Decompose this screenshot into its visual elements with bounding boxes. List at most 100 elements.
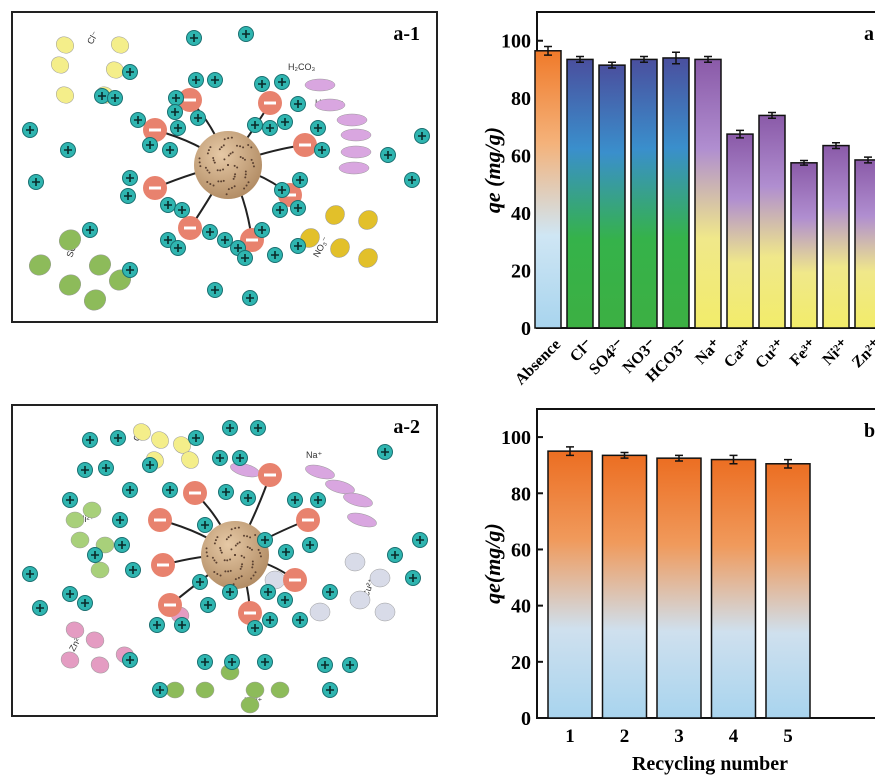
pore	[224, 559, 226, 561]
minus-sign	[157, 564, 169, 567]
x-tick-label: SO4²⁻	[586, 336, 628, 378]
pore	[213, 559, 215, 561]
pore	[213, 571, 215, 573]
minus-sign	[264, 474, 276, 477]
minus-sign	[302, 519, 314, 522]
pore	[241, 575, 243, 577]
ion-shape	[339, 162, 369, 174]
y-tick-label: 100	[501, 427, 531, 449]
x-tick-label: Absence	[512, 336, 564, 388]
bar	[599, 65, 625, 328]
y-tick-label: 20	[511, 652, 531, 674]
y-axis-title: qe (mg/g)	[480, 127, 505, 213]
ion-shape	[310, 603, 330, 621]
pore	[221, 552, 223, 554]
pore	[252, 561, 254, 563]
ion-shape	[305, 79, 335, 91]
pore	[243, 535, 245, 537]
bar	[855, 160, 875, 328]
pore	[219, 169, 221, 171]
chart: 020406080100qe(mg/g)bRecycling number123…	[480, 409, 875, 775]
bar	[727, 134, 753, 328]
pore	[246, 185, 248, 187]
chart: 020406080100qe (mg/g)aAbsenceCl⁻SO4²⁻NO3…	[480, 12, 875, 388]
ion-shape	[375, 603, 395, 621]
ion-shape	[246, 682, 264, 698]
pore	[250, 146, 252, 148]
ion-shape	[370, 569, 390, 587]
minus-sign	[289, 579, 301, 582]
pore	[214, 542, 216, 544]
x-tick-label: 1	[565, 726, 575, 747]
pore	[252, 162, 254, 164]
bar	[631, 59, 657, 328]
x-tick-label: 5	[783, 726, 793, 747]
pore	[241, 563, 243, 565]
figure: a-1 a-2 Cl⁻ H₂CO₃ HCO₃⁻ NO₃⁻ SO₄²⁻ Ca²⁺ …	[0, 0, 875, 776]
ion-shape	[241, 697, 259, 713]
x-tick-label: Cu²⁺	[752, 336, 788, 372]
pore	[230, 548, 232, 550]
ion-shape	[341, 129, 371, 141]
x-tick-label: 2	[620, 726, 630, 747]
y-tick-label: 20	[511, 261, 531, 283]
pore	[253, 165, 255, 167]
pore	[242, 146, 244, 148]
pore	[251, 159, 253, 161]
pore	[251, 566, 253, 568]
minus-sign	[149, 129, 161, 132]
bar	[657, 458, 701, 718]
pore	[250, 577, 252, 579]
bar	[548, 451, 592, 718]
pore	[234, 527, 236, 529]
pore	[215, 539, 217, 541]
minus-sign	[154, 519, 166, 522]
minus-sign	[164, 604, 176, 607]
ion-shape	[66, 512, 84, 528]
minus-sign	[264, 102, 276, 105]
bar	[823, 146, 849, 328]
pore	[227, 570, 229, 572]
ion-shape	[337, 114, 367, 126]
pore	[230, 153, 232, 155]
pore	[199, 157, 201, 159]
ion-shape	[83, 502, 101, 518]
pore	[212, 557, 214, 559]
pore	[244, 159, 246, 161]
x-tick-label: 4	[729, 726, 739, 747]
pore	[237, 543, 239, 545]
pore	[208, 172, 210, 174]
bar	[663, 58, 689, 328]
pore	[241, 555, 243, 557]
y-axis-title: qe(mg/g)	[480, 523, 505, 604]
pore	[228, 188, 230, 190]
ion-shape	[341, 146, 371, 158]
y-tick-label: 60	[511, 539, 531, 561]
minus-sign	[244, 612, 256, 615]
pore	[240, 156, 242, 158]
y-tick-label: 60	[511, 146, 531, 168]
y-tick-label: 80	[511, 483, 531, 505]
pore	[238, 527, 240, 529]
pore	[242, 157, 244, 159]
pore	[243, 557, 245, 559]
pore	[234, 165, 236, 167]
panel-label: a-2	[393, 416, 420, 438]
pore	[249, 547, 251, 549]
pore	[236, 145, 238, 147]
pore	[234, 554, 236, 556]
pore	[234, 173, 236, 175]
pore	[228, 155, 230, 157]
pore	[240, 568, 242, 570]
pore	[206, 555, 208, 557]
x-tick-label: 3	[674, 726, 684, 747]
pore	[235, 578, 237, 580]
pore	[221, 146, 223, 148]
pore	[255, 571, 257, 573]
pore	[212, 157, 214, 159]
schematics: a-1 a-2 Cl⁻ H₂CO₃ HCO₃⁻ NO₃⁻ SO₄²⁻ Ca²⁺ …	[12, 12, 437, 716]
pore	[239, 145, 241, 147]
pore	[241, 566, 243, 568]
pore	[214, 162, 216, 164]
pore	[252, 563, 254, 565]
